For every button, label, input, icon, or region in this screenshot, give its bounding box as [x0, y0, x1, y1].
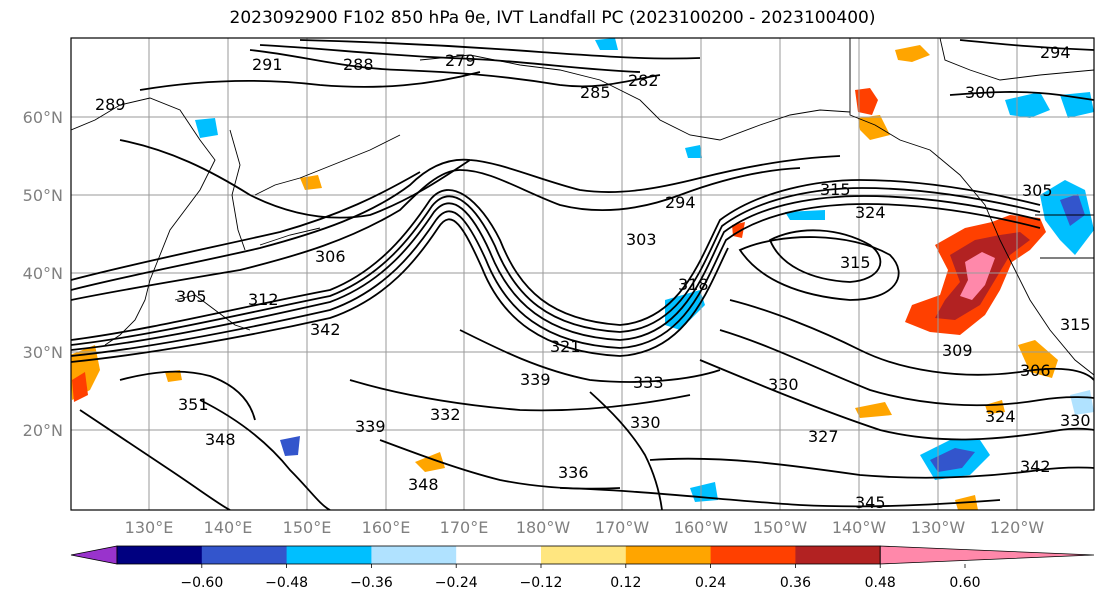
- lon-label: 140°E: [204, 518, 253, 537]
- lon-label: 150°W: [753, 518, 808, 537]
- contour-label: 279: [445, 51, 476, 70]
- contour-label: 291: [252, 55, 283, 74]
- lon-label: 130°W: [911, 518, 966, 537]
- contour-label: 342: [1020, 457, 1051, 476]
- contour-label: 318: [678, 275, 709, 294]
- colorbar-tick-label: 0.24: [695, 575, 726, 591]
- colorbar-segment: [201, 546, 288, 564]
- contour-label: 330: [630, 413, 661, 432]
- colorbar-tick-label: −0.24: [435, 575, 478, 591]
- contour-label: 351: [178, 395, 209, 414]
- contour-label: 339: [520, 370, 551, 389]
- lon-label: 120°W: [990, 518, 1045, 537]
- colorbar-tick-label: −0.12: [520, 575, 563, 591]
- contour-label: 333: [633, 373, 664, 392]
- contour-label: 289: [95, 95, 126, 114]
- lon-label: 170°E: [440, 518, 489, 537]
- lon-label: 170°W: [595, 518, 650, 537]
- map-title: 2023092900 F102 850 hPa θe, IVT Landfall…: [229, 8, 876, 28]
- contour-label: 327: [808, 427, 839, 446]
- lon-label: 150°E: [283, 518, 332, 537]
- theta-e-contours: [71, 39, 1094, 510]
- colorbar-extend-max: [879, 545, 1095, 565]
- contour-label: 288: [343, 55, 374, 74]
- contour-label: 300: [965, 83, 996, 102]
- longitude-labels: 130°E 140°E 150°E 160°E 170°E 180°W 170°…: [125, 518, 1045, 537]
- contour-label: 330: [1060, 411, 1091, 430]
- lon-label: 160°W: [674, 518, 729, 537]
- coastlines: [71, 38, 1094, 376]
- contour-label: 294: [1040, 43, 1071, 62]
- contour-label: 303: [626, 230, 657, 249]
- contour-label: 324: [855, 203, 886, 222]
- colorbar-segment: [710, 546, 796, 564]
- contour-label: 324: [985, 407, 1016, 426]
- lon-label: 130°E: [125, 518, 174, 537]
- contour-label: 315: [840, 253, 871, 272]
- contour-label: 282: [628, 71, 659, 90]
- contour-label: 315: [1060, 315, 1091, 334]
- lat-label: 60°N: [23, 108, 63, 127]
- ivt-positive-shading: [71, 45, 1058, 510]
- colorbar-tick-label: −0.36: [350, 575, 393, 591]
- contour-label: 305: [176, 287, 207, 306]
- lat-label: 20°N: [23, 421, 63, 440]
- contour-label: 305: [1022, 181, 1053, 200]
- colorbar-segment: [117, 546, 203, 564]
- colorbar-tick-label: 0.36: [780, 575, 811, 591]
- colorbar-tick-label: 0.60: [949, 575, 980, 591]
- contour-label: 332: [430, 405, 461, 424]
- colorbar-segment: [456, 546, 542, 564]
- contour-label: 309: [942, 341, 973, 360]
- contour-label: 306: [1020, 361, 1051, 380]
- colorbar-segment: [541, 546, 627, 564]
- lon-label: 160°E: [362, 518, 411, 537]
- colorbar-tick-label: 0.48: [865, 575, 896, 591]
- colorbar-segment: [371, 546, 457, 564]
- map-frame: [70, 37, 1095, 511]
- contour-label: 339: [355, 417, 386, 436]
- contour-label: 306: [315, 247, 346, 266]
- contour-label: 315: [820, 180, 851, 199]
- lon-label: 140°W: [832, 518, 887, 537]
- contour-label: 336: [558, 463, 589, 482]
- lat-label: 40°N: [23, 264, 63, 283]
- map-plot-area: 291 288 279 282 285 300 294 289 306 305 …: [71, 38, 1094, 512]
- contour-labels: 291 288 279 282 285 300 294 289 306 305 …: [95, 43, 1091, 512]
- colorbar-tick-label: 0.12: [610, 575, 641, 591]
- contour-label: 285: [580, 83, 611, 102]
- contour-label: 321: [550, 337, 581, 356]
- colorbar-segment: [625, 546, 712, 564]
- colorbar: −0.60 −0.48 −0.36 −0.24 −0.12 0.12 0.24 0.36 0.4…: [70, 545, 1095, 591]
- colorbar-segment: [286, 546, 372, 564]
- latitude-labels: 60°N 50°N 40°N 30°N 20°N: [23, 108, 63, 440]
- contour-label: 345: [855, 493, 886, 512]
- contour-label: 312: [248, 290, 279, 309]
- colorbar-tick-label: −0.48: [265, 575, 308, 591]
- contour-label: 348: [205, 430, 236, 449]
- contour-label: 348: [408, 475, 439, 494]
- lon-label: 180°W: [516, 518, 571, 537]
- colorbar-tick-label: −0.60: [180, 575, 223, 591]
- lat-label: 50°N: [23, 186, 63, 205]
- colorbar-outline: [116, 545, 881, 565]
- contour-label: 294: [665, 193, 696, 212]
- colorbar-extend-min: [70, 545, 118, 565]
- lat-label: 30°N: [23, 343, 63, 362]
- colorbar-segment: [795, 546, 881, 564]
- contour-label: 330: [768, 375, 799, 394]
- contour-label: 342: [310, 320, 341, 339]
